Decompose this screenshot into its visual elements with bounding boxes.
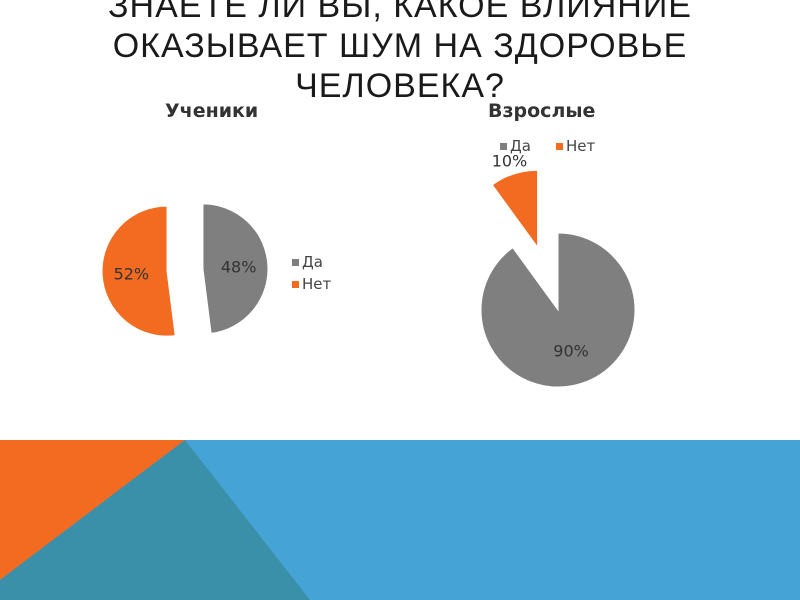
slide-title-line-1: Знаете ли вы, какое влияние xyxy=(108,0,692,25)
slide-title-line-3: человека? xyxy=(295,67,505,105)
legend-marker-1-1 xyxy=(556,143,563,150)
chart-title-adults: Взрослые xyxy=(488,100,596,122)
band-dark-teal xyxy=(0,440,310,600)
legend-label-0-1: Нет xyxy=(302,275,332,293)
pie-slice-1-1 xyxy=(491,169,539,249)
legend-label-1-1: Нет xyxy=(566,137,596,155)
pie-label-0-0: 48% xyxy=(221,258,257,277)
legend-marker-0-0 xyxy=(292,259,299,266)
pie-label-0-1: 52% xyxy=(114,264,150,283)
legend-label-0-0: Да xyxy=(302,253,323,271)
slide-title: Знаете ли вы, какое влияние оказывает шу… xyxy=(0,0,800,106)
pie-slice-0-1 xyxy=(101,205,176,337)
pie-label-1-1: 10% xyxy=(492,152,528,171)
pie-label-1-0: 90% xyxy=(553,341,589,360)
decorative-bottom-band xyxy=(0,440,800,600)
pie-slice-0-0 xyxy=(202,203,269,334)
legend-marker-1-0 xyxy=(500,143,507,150)
pie-slice-1-0 xyxy=(480,232,636,388)
legend-marker-0-1 xyxy=(292,281,299,288)
chart-title-students: Ученики xyxy=(165,100,259,122)
slide-title-line-2: оказывает шум на здоровье xyxy=(112,27,688,65)
legend-label-1-0: Да xyxy=(510,137,531,155)
